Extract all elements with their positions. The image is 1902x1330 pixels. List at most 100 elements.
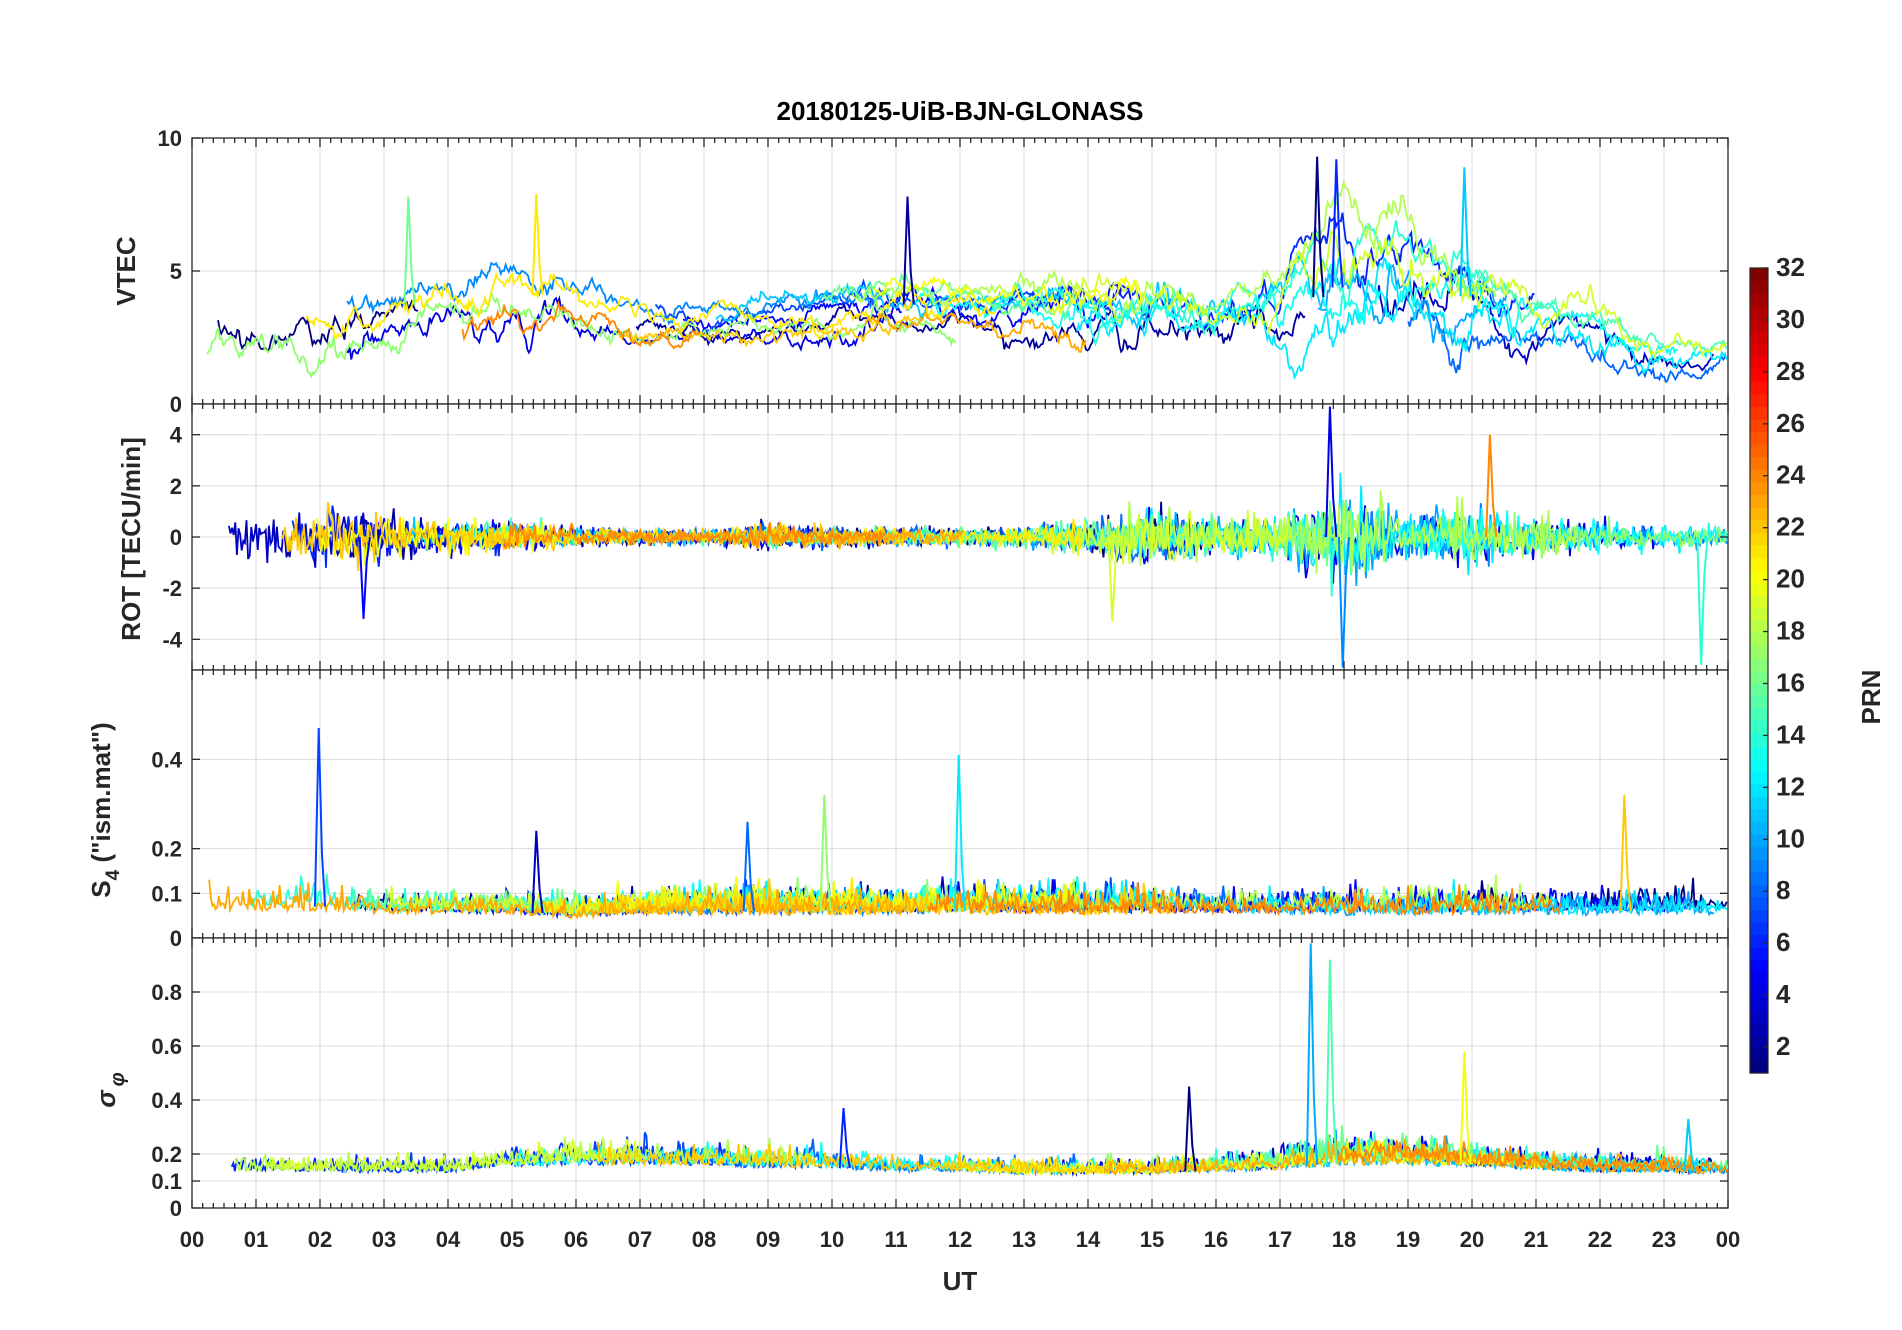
colorbar-step [1750,934,1768,948]
x-tick-label: 06 [564,1227,588,1252]
vtec-series-line [461,299,700,350]
colorbar-step [1750,1060,1768,1074]
vtec-peak [1312,156,1325,298]
x-tick-label: 00 [1716,1227,1740,1252]
colorbar-step [1750,871,1768,885]
rot-ytick-label: 0 [170,525,182,550]
colorbar-step [1750,481,1768,496]
colorbar-step [1750,771,1768,785]
x-tick-label: 07 [628,1227,652,1252]
rot-ylabel: ROT [TECU/min] [116,437,146,641]
rot-peak [1325,406,1338,538]
x-tick-label: 21 [1524,1227,1548,1252]
colorbar-step [1750,708,1768,722]
colorbar-step [1750,268,1768,282]
colorbar-step [1750,469,1768,483]
colorbar-tick-label: 14 [1776,719,1805,749]
s4-series-line [208,879,922,921]
colorbar-step [1750,947,1768,961]
colorbar-step [1750,368,1768,382]
vtec-series-line [864,310,1087,353]
colorbar-step [1750,393,1768,407]
colorbar-step [1750,984,1768,999]
sigma-yticks: 00.10.2 0.4 0.6 0.8 [151,980,1728,1221]
colorbar-step [1750,670,1768,684]
rot-series [228,406,1728,668]
vtec-series-line [346,295,902,360]
s4-ylabel-main: S [86,880,116,897]
vtec-series-line [983,219,1489,348]
x-tick-label: 11 [884,1227,907,1252]
s4-panel: 0 0.1 0.2 0.4 [151,669,1729,951]
colorbar-step [1750,444,1768,458]
colorbar-step [1750,909,1768,923]
rot-series-line [991,509,1292,565]
vtec-xticks [191,138,1729,404]
s4-ytick-label: 0 [170,926,182,951]
vtec-ytick-label: 10 [158,126,182,151]
sigma-panel: 00.10.2 0.4 0.6 0.8 [151,937,1729,1221]
sigma-ytick-label: 0 [170,1196,182,1221]
x-tick-label: 04 [436,1227,461,1252]
colorbar-step [1750,758,1768,772]
x-tick-label: 17 [1268,1227,1292,1252]
colorbar-step [1750,280,1768,294]
rot-peak [1337,536,1351,668]
vtec-ytick-label: 0 [170,392,182,417]
chart-title: 20180125-UiB-BJN-GLONASS [776,96,1143,126]
rot-peak [358,536,371,619]
rot-peak [1696,536,1709,665]
sigma-series [230,943,1728,1177]
sigma-ylabel-main: σ [91,1089,121,1108]
rot-peak [1107,536,1120,622]
s4-ylabel-sub: 4 [103,869,124,880]
colorbar-tick-label: 26 [1776,408,1805,438]
x-tick-label: 08 [692,1227,716,1252]
rot-ytick-label: -4 [162,627,182,652]
sigma-ytick-label: 0.1 [151,1169,182,1194]
x-tick-label: 18 [1332,1227,1356,1252]
vtec-ylabel: VTEC [111,236,141,306]
colorbar-step [1750,1010,1768,1024]
rot-xticks [191,404,1729,670]
colorbar-step [1750,305,1768,319]
colorbar-step [1750,381,1768,395]
s4-ylabel-rest: ("ism.mat") [86,722,116,869]
sigma-ytick-label: 0.4 [151,1088,182,1113]
s4-series [208,728,1728,921]
s4-yticks: 0 0.1 0.2 0.4 [151,747,1728,951]
colorbar-step [1750,494,1768,508]
colorbar-tick-label: 4 [1776,979,1791,1009]
vtec-series-line [206,292,957,379]
colorbar-tick-label: 28 [1776,356,1805,386]
x-tick-label: 13 [1012,1227,1036,1252]
x-tick-label: 10 [820,1227,844,1252]
colorbar-step [1750,557,1768,571]
colorbar-step [1750,318,1768,332]
colorbar-step [1750,620,1768,634]
colorbar-tick-label: 18 [1776,616,1805,646]
colorbar-tick-label: 32 [1776,252,1805,282]
colorbar-tick-label: 20 [1776,564,1805,594]
s4-peak [819,795,832,912]
colorbar-step [1750,456,1768,470]
s4-series-line [1048,874,1550,914]
colorbar-tick-label: 2 [1776,1031,1790,1061]
colorbar-step [1750,997,1768,1011]
rot-series-line [503,522,886,551]
sigma-peak [1305,943,1319,1165]
x-tick-label: 00 [180,1227,204,1252]
vtec-ytick-label: 5 [170,259,182,284]
vtec-peak [1459,167,1472,297]
sigma-ytick-label: 0.6 [151,1034,182,1059]
x-tick-label: 23 [1652,1227,1676,1252]
sigma-ytick-label: 0.8 [151,980,182,1005]
x-axis: 00 01 02 03 04 05 06 07 08 09 10 11 12 13 14 15 16 17 18 19… [180,1227,1740,1252]
x-tick-label: 03 [372,1227,396,1252]
colorbar-tick-label: 8 [1776,875,1790,905]
sigma-series-line [335,1132,787,1175]
colorbar-frame [1749,267,1769,1074]
colorbar-step [1750,922,1768,936]
colorbar-step [1750,356,1768,370]
